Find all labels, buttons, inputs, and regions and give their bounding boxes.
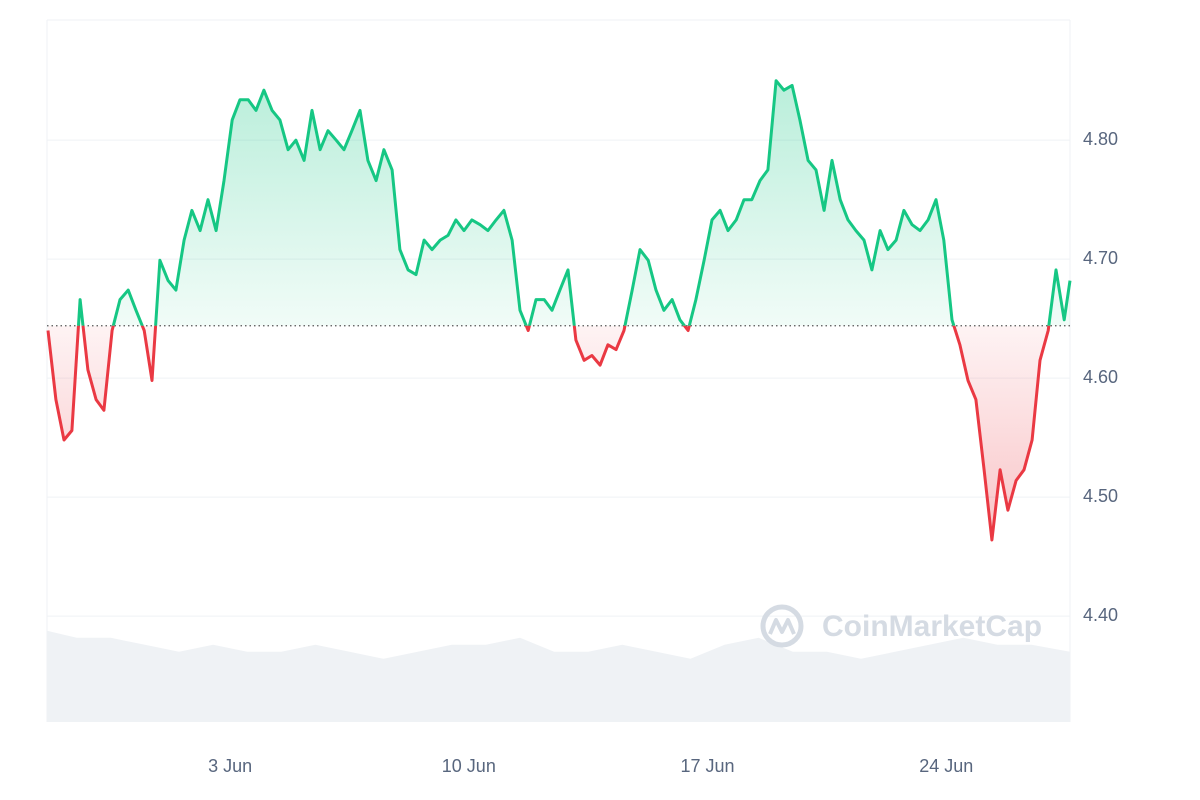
price-layer	[46, 79, 1072, 542]
price-line-up	[76, 79, 1072, 326]
watermark: CoinMarketCap	[760, 604, 1042, 648]
y-tick-label: 4.50	[1083, 486, 1118, 506]
watermark-text: CoinMarketCap	[822, 610, 1042, 643]
y-tick-label: 4.40	[1083, 605, 1118, 625]
x-tick-label: 3 Jun	[208, 756, 252, 776]
volume-layer	[47, 630, 1070, 722]
y-tick-label: 4.70	[1083, 248, 1118, 268]
watermark-logo	[760, 604, 804, 648]
x-tick-label: 10 Jun	[442, 756, 496, 776]
axis-layer: 4.40 4.50 4.60 4.70 4.80 3 Jun 10 Jun 17 Jun 24 …	[208, 129, 1118, 776]
y-tick-label: 4.60	[1083, 367, 1118, 387]
area-up	[48, 80, 1070, 326]
watermark-logo-mark	[768, 618, 796, 635]
x-tick-label: 17 Jun	[680, 756, 734, 776]
x-tick-label: 24 Jun	[919, 756, 973, 776]
y-tick-label: 4.80	[1083, 129, 1118, 149]
volume-area	[47, 630, 1070, 722]
